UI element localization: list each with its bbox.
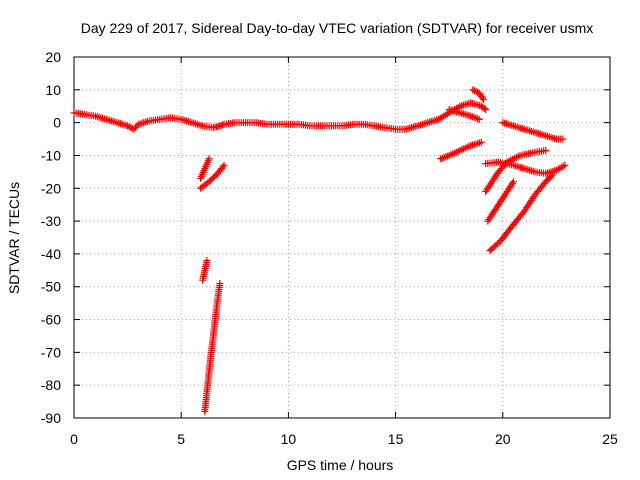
data-point — [205, 155, 213, 163]
y-tick-label: 20 — [45, 49, 61, 65]
data-point — [470, 87, 478, 95]
data-point — [559, 162, 567, 170]
data-point — [478, 94, 486, 102]
x-tick-label: 15 — [388, 431, 404, 447]
data-point — [219, 163, 227, 171]
series-rising-track-2 — [485, 178, 518, 223]
data-point — [220, 161, 228, 169]
data-point — [467, 112, 475, 120]
data-point — [468, 113, 476, 121]
data-point — [480, 96, 488, 104]
data-point — [443, 152, 451, 160]
data-point — [542, 147, 550, 155]
y-tick-label: -70 — [41, 344, 61, 360]
chart-title: Day 229 of 2017, Sidereal Day-to-day VTE… — [81, 20, 594, 36]
data-point — [486, 247, 494, 255]
data-point — [438, 154, 446, 162]
data-point — [125, 123, 133, 131]
data-point — [482, 106, 490, 114]
plot-frame — [73, 56, 611, 419]
series-steep-drop — [201, 279, 224, 413]
y-tick-labels: 20 10 0 -10 -20 -30 -40 -50 -60 -70 -80 -90 — [41, 49, 61, 426]
data-point — [508, 179, 516, 187]
series-rising-track-3 — [487, 171, 556, 253]
y-tick-label: -30 — [41, 213, 61, 229]
data-points — [70, 86, 569, 415]
y-tick-label: -10 — [41, 147, 61, 163]
series-mid-track-a — [197, 155, 213, 180]
data-point — [124, 122, 132, 130]
data-point — [559, 135, 567, 143]
y-tick-label: -60 — [41, 312, 61, 328]
data-point — [561, 161, 569, 169]
data-point — [440, 153, 448, 161]
x-tick-label: 20 — [495, 431, 511, 447]
x-tick-label: 5 — [177, 431, 185, 447]
data-point — [70, 109, 78, 117]
series-mid-track-b — [198, 161, 228, 191]
y-tick-label: 10 — [45, 82, 61, 98]
data-point — [548, 171, 556, 179]
data-point — [470, 113, 478, 121]
data-point — [196, 174, 204, 182]
series-descending-arc — [438, 138, 485, 162]
data-point — [475, 115, 483, 123]
y-tick-label: -40 — [41, 246, 61, 262]
data-point — [216, 279, 224, 287]
x-tick-label: 0 — [70, 431, 78, 447]
series-main-trace — [72, 99, 490, 133]
data-point — [445, 106, 453, 114]
series-short-segment — [199, 256, 211, 282]
data-point — [469, 86, 477, 94]
series-upper-branch-a — [447, 106, 483, 123]
series-right-tail — [501, 119, 567, 143]
data-point — [201, 407, 209, 415]
x-tick-label: 25 — [602, 431, 618, 447]
grid-lines — [74, 57, 610, 418]
data-point — [472, 114, 480, 122]
data-point — [128, 124, 136, 132]
data-point — [480, 104, 488, 112]
x-axis-label: GPS time / hours — [287, 457, 394, 473]
data-point — [499, 119, 507, 127]
x-tick-label: 10 — [281, 431, 297, 447]
data-point — [474, 115, 482, 123]
data-point — [484, 217, 492, 225]
x-tick-labels: 0 5 10 15 20 25 — [70, 431, 618, 447]
data-point — [510, 178, 518, 186]
data-point — [547, 172, 555, 180]
data-point — [472, 87, 480, 95]
y-axis-label: SDTVAR / TECUs — [6, 182, 22, 294]
data-point — [437, 155, 445, 163]
data-point — [482, 188, 490, 196]
data-point — [199, 276, 207, 284]
data-point — [442, 153, 450, 161]
y-tick-label: 0 — [53, 115, 61, 131]
y-tick-label: -50 — [41, 279, 61, 295]
axis-ticks — [73, 56, 611, 419]
y-tick-label: -80 — [41, 377, 61, 393]
y-tick-label: -20 — [41, 180, 61, 196]
series-upper-branch-b — [470, 87, 488, 104]
data-point — [196, 184, 204, 192]
series-rising-track-1 — [483, 147, 550, 194]
data-point — [203, 256, 211, 264]
y-tick-label: -90 — [41, 410, 61, 426]
data-point — [477, 138, 485, 146]
data-point — [482, 160, 490, 168]
series-lower-right-arc — [484, 158, 569, 178]
